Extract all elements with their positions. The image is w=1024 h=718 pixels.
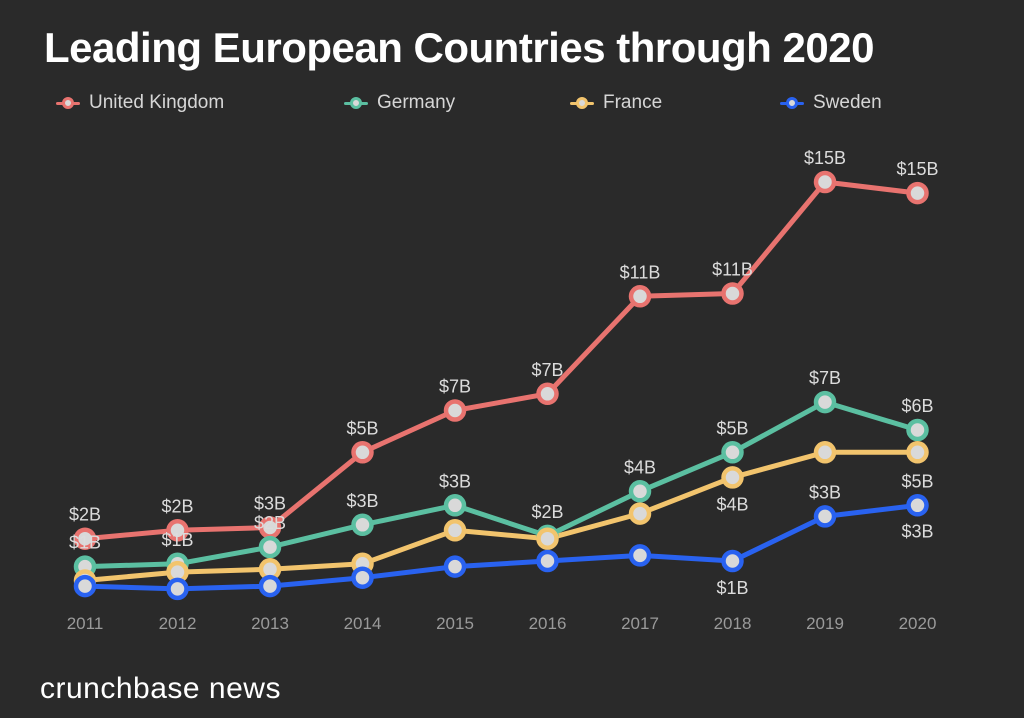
data-label-germany-2014: $3B [346,491,378,511]
data-label-germany-2017: $4B [624,457,656,477]
data-label-united-kingdom-2016: $7B [531,360,563,380]
data-label-germany-2011: $1B [69,533,101,553]
data-point-united-kingdom-2015 [443,399,467,422]
data-label-germany-2012: $1B [161,530,193,550]
data-label-germany-2018: $5B [716,418,748,438]
chart-legend: United Kingdom Germany France Sweden [0,92,1024,118]
data-label-united-kingdom-2019: $15B [804,148,846,168]
data-point-germany-2015 [443,494,467,517]
data-point-united-kingdom-2012 [166,519,189,542]
data-label-united-kingdom-2012: $2B [161,496,193,516]
series-lines [82,179,920,592]
data-label-sweden-2020: $5B [901,471,933,491]
data-point-sweden-2016 [536,549,559,573]
data-label-united-kingdom-2011: $2B [69,505,101,525]
series-line-germany [82,399,920,570]
data-point-germany-2019 [813,390,837,414]
data-label-germany-2015: $3B [439,471,471,491]
legend-swatch [344,93,368,113]
data-point-sweden-2014 [351,566,374,589]
legend-item-united-kingdom: United Kingdom [56,92,224,114]
x-tick-2018: 2018 [714,614,752,633]
x-tick-2015: 2015 [436,614,474,633]
legend-label: Sweden [813,92,882,113]
data-label-united-kingdom-2015: $7B [439,377,471,397]
legend-swatch [56,93,80,113]
data-point-germany-2020 [906,418,929,442]
data-point-france-2015 [443,519,467,542]
x-tick-2016: 2016 [529,614,567,633]
x-tick-2012: 2012 [159,614,197,633]
legend-label: Germany [377,92,456,113]
legend-item-sweden: Sweden [780,92,882,114]
data-point-united-kingdom-2020 [906,181,929,205]
data-point-germany-2013 [258,535,282,559]
data-point-france-2020 [906,441,929,464]
data-point-germany-2014 [351,513,374,537]
data-point-united-kingdom-2016 [536,382,559,406]
data-point-sweden-2012 [166,577,189,601]
data-point-united-kingdom-2019 [813,170,837,194]
data-label-germany-2013: $2B [254,513,286,533]
data-label-united-kingdom-2018: $11B [712,260,753,280]
x-tick-2011: 2011 [67,614,104,633]
data-point-united-kingdom-2014 [351,441,374,464]
x-tick-2019: 2019 [806,614,844,633]
data-point-sweden-2018 [721,549,744,573]
data-point-sweden-2020 [906,494,929,517]
data-point-sweden-2017 [628,544,652,567]
data-point-sweden-2015 [443,555,467,578]
data-point-sweden-2019 [813,505,837,528]
data-label-sweden-2018: $1B [716,578,748,598]
x-tick-2017: 2017 [621,614,659,633]
data-point-france-2019 [813,441,837,464]
x-tick-2013: 2013 [251,614,289,633]
legend-swatch [780,93,804,113]
crunchbase-news-logo: crunchbase news [40,672,281,705]
x-tick-2020: 2020 [899,614,937,633]
data-label-germany-2020: $6B [901,396,933,416]
data-label-extra-0: $3B [901,522,933,542]
data-point-france-2018 [721,466,744,489]
data-label-sweden-2019: $3B [809,482,841,502]
data-point-united-kingdom-2017 [628,285,652,308]
data-point-united-kingdom-2011 [73,527,97,550]
legend-item-france: France [570,92,662,114]
chart-title: Leading European Countries through 2020 [44,24,874,71]
data-point-germany-2017 [628,480,652,503]
legend-label: United Kingdom [89,92,225,113]
series-line-united-kingdom [82,179,920,542]
series-line-sweden [82,502,920,592]
legend-swatch [570,93,594,113]
data-point-sweden-2013 [258,574,282,598]
x-axis-ticks: 2011 2012 2013 2014 2015 2016 2017 2018 2019 2020 [67,614,937,633]
data-label-united-kingdom-2014: $5B [346,418,378,438]
legend-item-germany: Germany [344,92,455,114]
data-points [73,170,929,601]
data-label-germany-2016: $2B [531,502,563,522]
legend-label: France [603,92,663,113]
x-tick-2014: 2014 [344,614,382,633]
data-label-united-kingdom-2017: $11B [620,262,661,282]
data-point-united-kingdom-2018 [721,282,744,305]
series-line-france [82,449,920,583]
data-point-france-2017 [628,502,652,525]
data-label-france-2018: $4B [716,494,748,514]
data-point-sweden-2011 [73,574,97,598]
data-point-germany-2018 [721,441,744,464]
data-labels: $2B $2B $3B$5B$7B$7B$11B $11B$15B$15B$1B $1B… [69,148,939,598]
data-label-united-kingdom-2013: $3B [254,494,286,514]
data-point-france-2016 [536,527,559,550]
data-label-united-kingdom-2020: $15B [896,159,938,179]
data-label-germany-2019: $7B [809,368,841,388]
